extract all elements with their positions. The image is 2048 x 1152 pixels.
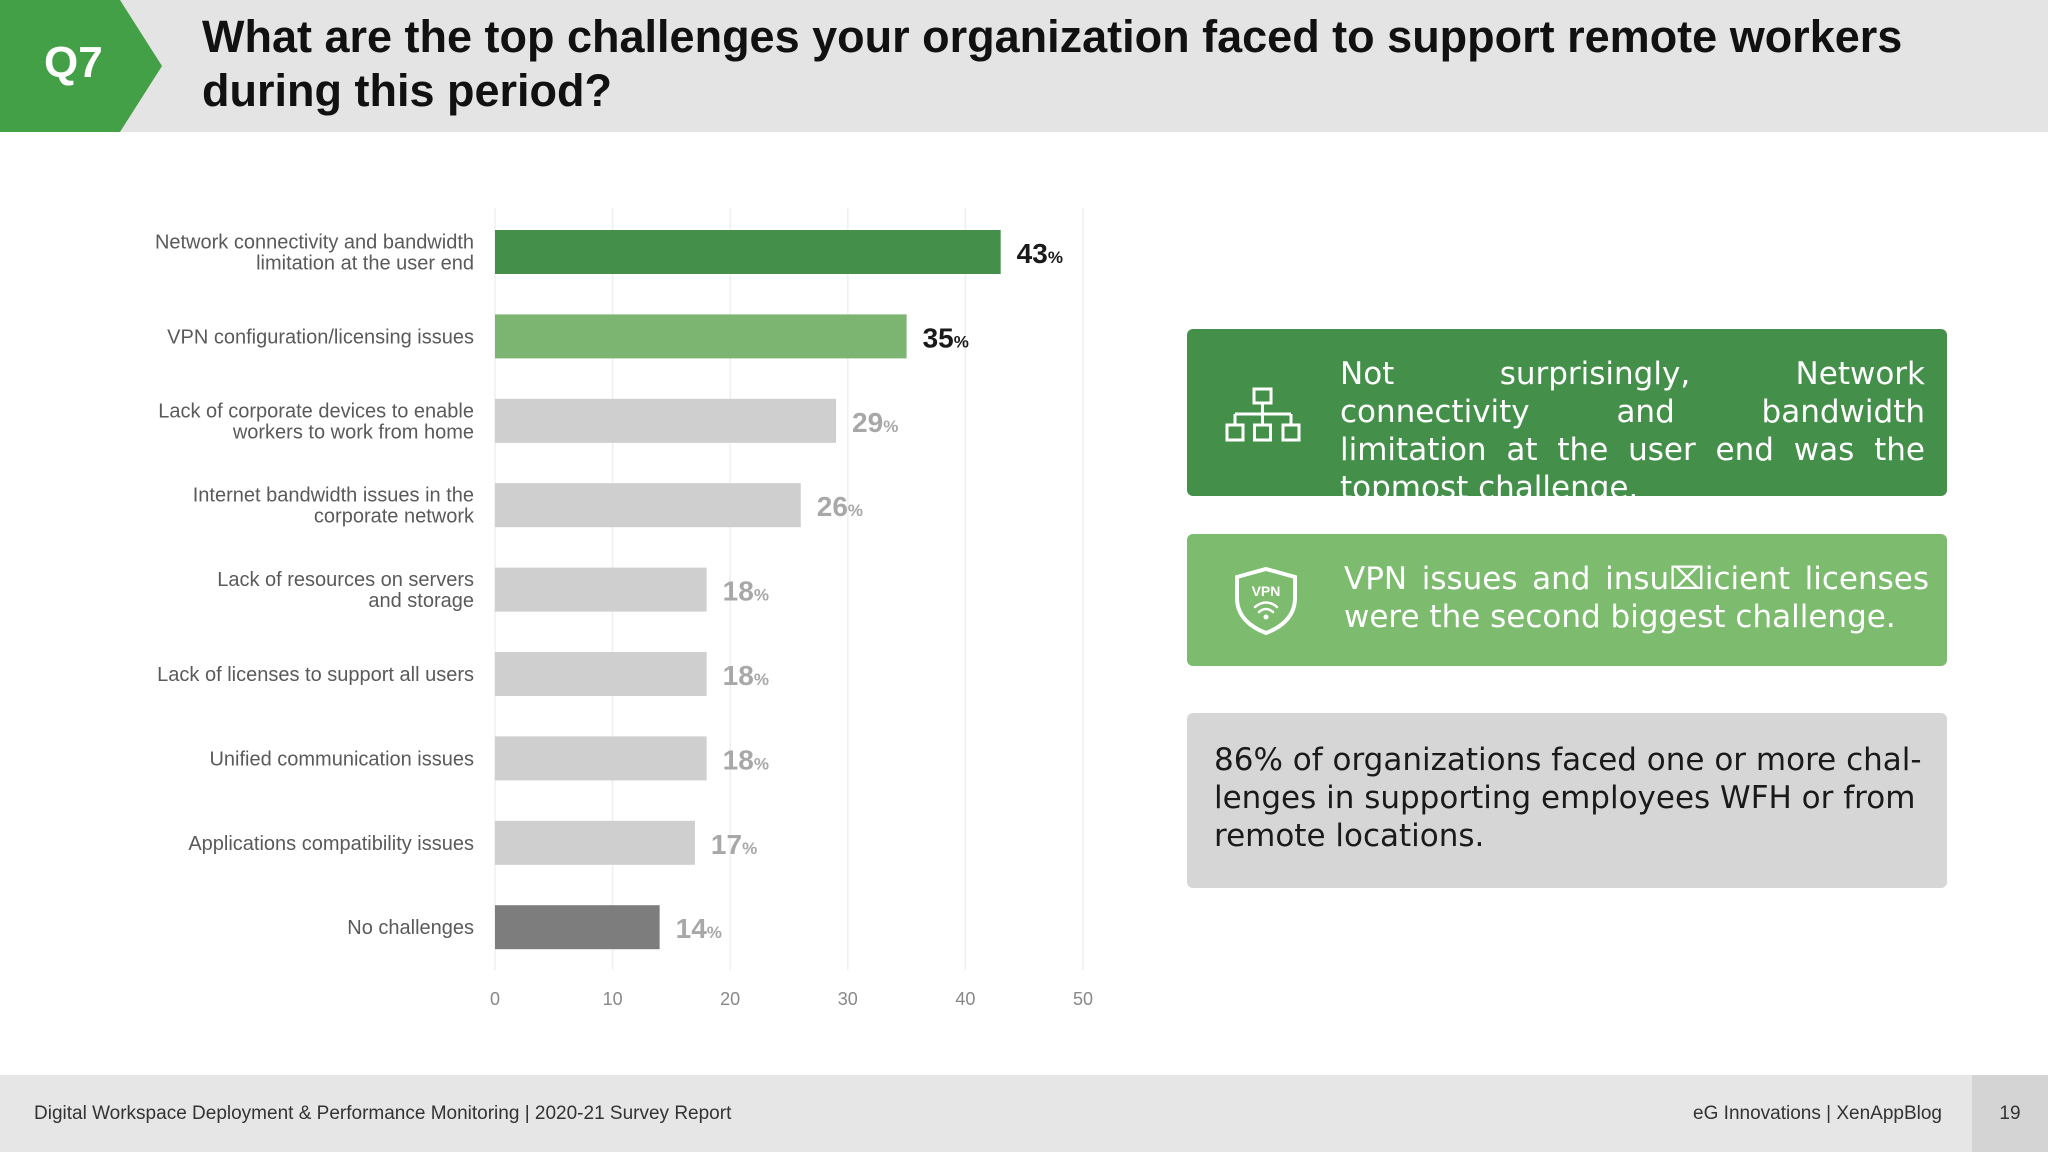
publisher: eG Innovations | XenAppBlog xyxy=(1693,1103,1942,1124)
report-title: Digital Workspace Deployment & Performan… xyxy=(34,1103,732,1124)
bar xyxy=(495,652,707,696)
value-label: 18% xyxy=(723,660,769,691)
callout-top-challenge: Not surprisingly, Network connectivity a… xyxy=(1187,329,1947,506)
bar xyxy=(495,398,837,443)
value-label: 26% xyxy=(817,491,863,522)
footer-bar: Digital Workspace Deployment & Performan… xyxy=(0,1075,2048,1152)
x-tick-label: 0 xyxy=(490,989,500,1009)
value-label: 43% xyxy=(1017,238,1063,269)
bar xyxy=(495,736,707,781)
value-label: 14% xyxy=(676,913,722,944)
category-label: No challenges xyxy=(347,917,474,939)
page-number-box: 19 xyxy=(1972,1075,2048,1152)
value-label: 18% xyxy=(723,576,769,607)
x-tick-label: 30 xyxy=(838,989,858,1009)
x-tick-label: 10 xyxy=(603,989,623,1009)
category-label: Unified communication issues xyxy=(209,748,474,770)
page-number: 19 xyxy=(1999,1103,2021,1124)
question-number: Q7 xyxy=(44,38,103,87)
value-label: 17% xyxy=(711,829,757,860)
category-label: Applications compatibility issues xyxy=(188,833,474,855)
bar xyxy=(495,483,801,528)
header-bar: Q7 What are the top challenges your orga… xyxy=(0,0,2048,132)
category-label: Lack of corporate devices to enable worke… xyxy=(158,400,474,443)
question-badge: Q7 xyxy=(0,0,162,132)
callout-text: VPN issues and insu⌧icient licenses were… xyxy=(1344,561,1929,635)
category-label: Lack of licenses to support all users xyxy=(157,664,474,686)
bar xyxy=(495,567,707,612)
category-label: Network connectivity and bandwidth limita… xyxy=(155,232,474,275)
value-label: 18% xyxy=(723,744,769,775)
x-tick-label: 50 xyxy=(1073,989,1093,1009)
value-label: 29% xyxy=(852,407,898,438)
category-label: Internet bandwidth issues in the corporat… xyxy=(193,485,475,528)
bar xyxy=(495,905,660,950)
value-label: 35% xyxy=(923,322,969,353)
vpn-label: VPN xyxy=(1252,583,1281,599)
vpn-shield-icon: VPN xyxy=(1235,566,1297,636)
network-hierarchy-icon xyxy=(1225,387,1301,442)
callout-text: Not surprisingly, Network connectivity a… xyxy=(1340,356,1925,506)
category-label: VPN configuration/licensing issues xyxy=(167,326,474,348)
bar xyxy=(495,820,695,865)
bar xyxy=(495,230,1001,274)
bar-chart: Network connectivity and bandwidth limita… xyxy=(155,208,1093,1009)
callout-second-challenge: VPN VPN issues and insu⌧icient licenses … xyxy=(1187,534,1947,666)
bar xyxy=(495,314,907,359)
x-tick-label: 20 xyxy=(720,989,740,1009)
category-label: Lack of resources on servers and storage xyxy=(217,569,474,612)
callout-summary: 86% of organizations faced one or more c… xyxy=(1187,713,1947,888)
callout-text: 86% of organizations faced one or more c… xyxy=(1214,742,1922,854)
question-title: What are the top challenges your organiz… xyxy=(202,11,1903,116)
x-tick-label: 40 xyxy=(955,989,975,1009)
